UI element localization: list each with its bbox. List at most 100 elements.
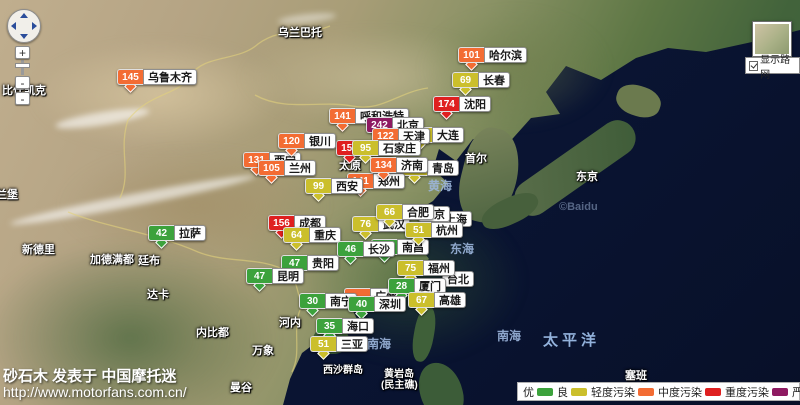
map-label: 太原 xyxy=(339,160,361,172)
aqi-value: 47 xyxy=(246,268,272,284)
aqi-marker-三亚[interactable]: 51 三亚 xyxy=(310,336,368,360)
aqi-marker-银川[interactable]: 120 银川 xyxy=(278,133,336,157)
zoom-out-button[interactable]: - xyxy=(15,76,30,89)
roadnet-checkbox[interactable] xyxy=(749,60,759,71)
map-label: ©Baidu xyxy=(559,201,598,213)
city-label: 贵阳 xyxy=(307,255,339,271)
city-label: 昆明 xyxy=(272,268,304,284)
aqi-marker-长春[interactable]: 69 长春 xyxy=(452,72,510,96)
watermark-url: http://www.motorfans.com.cn/ xyxy=(3,384,187,400)
aqi-marker-沈阳[interactable]: 174 沈阳 xyxy=(433,96,491,120)
overview-map-toggle[interactable] xyxy=(752,21,792,57)
aqi-marker-福州[interactable]: 75 福州 xyxy=(397,260,455,284)
zoom-out-button-secondary[interactable]: - xyxy=(15,92,30,105)
map-label: 首尔 xyxy=(465,153,487,165)
legend-swatch xyxy=(537,387,553,396)
aqi-marker-兰州[interactable]: 105 兰州 xyxy=(258,160,316,184)
city-label: 杭州 xyxy=(431,222,463,238)
map-label: 乌兰巴托 xyxy=(278,27,322,39)
aqi-marker-合肥[interactable]: 66 合肥 xyxy=(376,204,434,228)
city-label: 石家庄 xyxy=(378,140,421,156)
legend-label: 良 xyxy=(557,386,568,399)
zoom-slider-handle[interactable] xyxy=(15,63,30,68)
zoom-in-button[interactable]: + xyxy=(15,46,30,59)
aqi-value: 134 xyxy=(370,157,396,173)
pan-down-icon[interactable] xyxy=(20,34,28,39)
city-label: 哈尔滨 xyxy=(484,47,527,63)
pan-control[interactable] xyxy=(7,9,41,43)
map-label: 南海 xyxy=(497,329,522,343)
city-label: 福州 xyxy=(423,260,455,276)
aqi-marker-西安[interactable]: 99 西安 xyxy=(305,178,363,202)
legend-item-优: 优 xyxy=(523,384,553,400)
aqi-value: 99 xyxy=(305,178,331,194)
aqi-marker-石家庄[interactable]: 95 石家庄 xyxy=(352,140,421,164)
map-label: 塞班 xyxy=(625,370,647,382)
city-label: 南昌 xyxy=(397,239,429,255)
legend-swatch xyxy=(705,387,721,396)
aqi-value: 120 xyxy=(278,133,304,149)
show-roadnet-control[interactable]: 显示路网 xyxy=(745,55,800,81)
aqi-marker-杭州[interactable]: 51 杭州 xyxy=(405,222,463,246)
legend-item-轻度污染: 轻度污染 xyxy=(591,384,654,400)
aqi-value: 51 xyxy=(405,222,431,238)
pan-right-icon[interactable] xyxy=(32,22,37,30)
map-label: 曼谷 xyxy=(230,382,252,394)
map-label: 伊斯兰堡 xyxy=(0,189,18,201)
city-label: 合肥 xyxy=(402,204,434,220)
aqi-marker-济南[interactable]: 134 济南 xyxy=(370,157,428,181)
legend-label: 优 xyxy=(523,386,534,399)
map-label: 万象 xyxy=(252,345,274,357)
aqi-marker-高雄[interactable]: 67 高雄 xyxy=(408,292,466,316)
legend-item-中度污染: 中度污染 xyxy=(658,384,721,400)
aqi-value: 46 xyxy=(337,241,363,257)
city-label: 西安 xyxy=(331,178,363,194)
pan-up-icon[interactable] xyxy=(20,13,28,18)
aqi-marker-乌鲁木齐[interactable]: 145 乌鲁木齐 xyxy=(117,69,197,93)
overview-map-thumbnail xyxy=(755,24,789,54)
aqi-value: 40 xyxy=(348,296,374,312)
aqi-value: 75 xyxy=(397,260,423,276)
map-label: 黄岩岛 xyxy=(384,369,414,380)
city-label: 长沙 xyxy=(363,241,395,257)
aqi-marker-拉萨[interactable]: 42 拉萨 xyxy=(148,225,206,249)
legend-swatch xyxy=(571,387,587,396)
aqi-marker-长沙[interactable]: 46 长沙 xyxy=(337,241,395,265)
aqi-value: 42 xyxy=(148,225,174,241)
aqi-value: 145 xyxy=(117,69,143,85)
legend-item-良: 良 xyxy=(557,384,587,400)
aqi-value: 35 xyxy=(316,318,342,334)
city-label: 大连 xyxy=(432,127,464,143)
map-label: 东京 xyxy=(576,171,598,183)
aqi-value: 64 xyxy=(283,227,309,243)
legend-label: 严重污染 xyxy=(792,386,800,399)
city-label: 银川 xyxy=(304,133,336,149)
pan-left-icon[interactable] xyxy=(11,22,16,30)
aqi-marker-深圳[interactable]: 40 深圳 xyxy=(348,296,406,320)
legend-swatch xyxy=(638,387,654,396)
aqi-value: 69 xyxy=(452,72,478,88)
map-label: 廷布 xyxy=(138,255,160,267)
map-label: 内比都 xyxy=(196,327,229,339)
map-label: 河内 xyxy=(279,317,301,329)
aqi-marker-海口[interactable]: 35 海口 xyxy=(316,318,374,342)
legend-swatch xyxy=(772,387,788,396)
map-label: (民主礁) xyxy=(381,380,418,391)
aqi-marker-重庆[interactable]: 64 重庆 xyxy=(283,227,341,251)
map-label: 太平洋 xyxy=(543,332,601,349)
aqi-marker-昆明[interactable]: 47 昆明 xyxy=(246,268,304,292)
city-label: 沈阳 xyxy=(459,96,491,112)
city-label: 深圳 xyxy=(374,296,406,312)
map-label: 新德里 xyxy=(22,244,55,256)
legend-label: 重度污染 xyxy=(725,386,769,399)
aqi-value: 95 xyxy=(352,140,378,156)
legend-label: 轻度污染 xyxy=(591,386,635,399)
roadnet-label: 显示路网 xyxy=(760,54,791,81)
aqi-legend: 优 良 轻度污染 中度污染 重度污染 严重污染 xyxy=(517,382,800,401)
city-label: 三亚 xyxy=(336,336,368,352)
legend-item-严重污染: 严重污染 xyxy=(792,384,800,400)
aqi-value: 67 xyxy=(408,292,434,308)
aqi-marker-哈尔滨[interactable]: 101 哈尔滨 xyxy=(458,47,527,71)
